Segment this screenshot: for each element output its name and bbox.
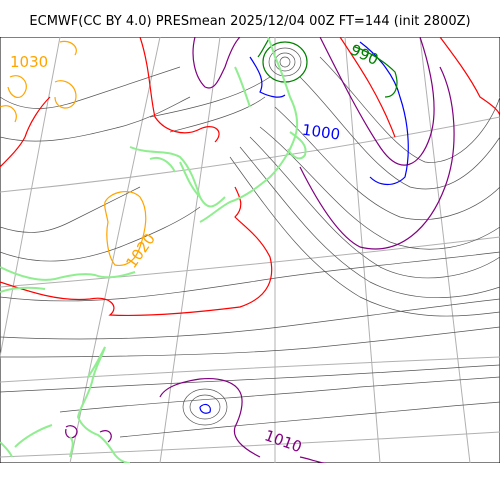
isobar-1012 bbox=[0, 37, 500, 317]
graticule bbox=[0, 37, 500, 463]
map-canvas: 1030 1020 1000 990 1010 bbox=[0, 37, 500, 463]
coastline bbox=[0, 37, 307, 463]
label-1030: 1030 bbox=[10, 53, 48, 71]
isobar-1000 bbox=[199, 41, 409, 414]
map-title: ECMWF(CC BY 4.0) PRESmean 2025/12/04 00Z… bbox=[29, 14, 471, 29]
pressure-map: 1030 1020 1000 990 1010 bbox=[0, 37, 500, 463]
isobars-thin bbox=[0, 47, 500, 438]
isobar-1008 bbox=[65, 37, 455, 463]
label-1000: 1000 bbox=[301, 121, 341, 144]
isobar-1020 bbox=[0, 40, 147, 267]
